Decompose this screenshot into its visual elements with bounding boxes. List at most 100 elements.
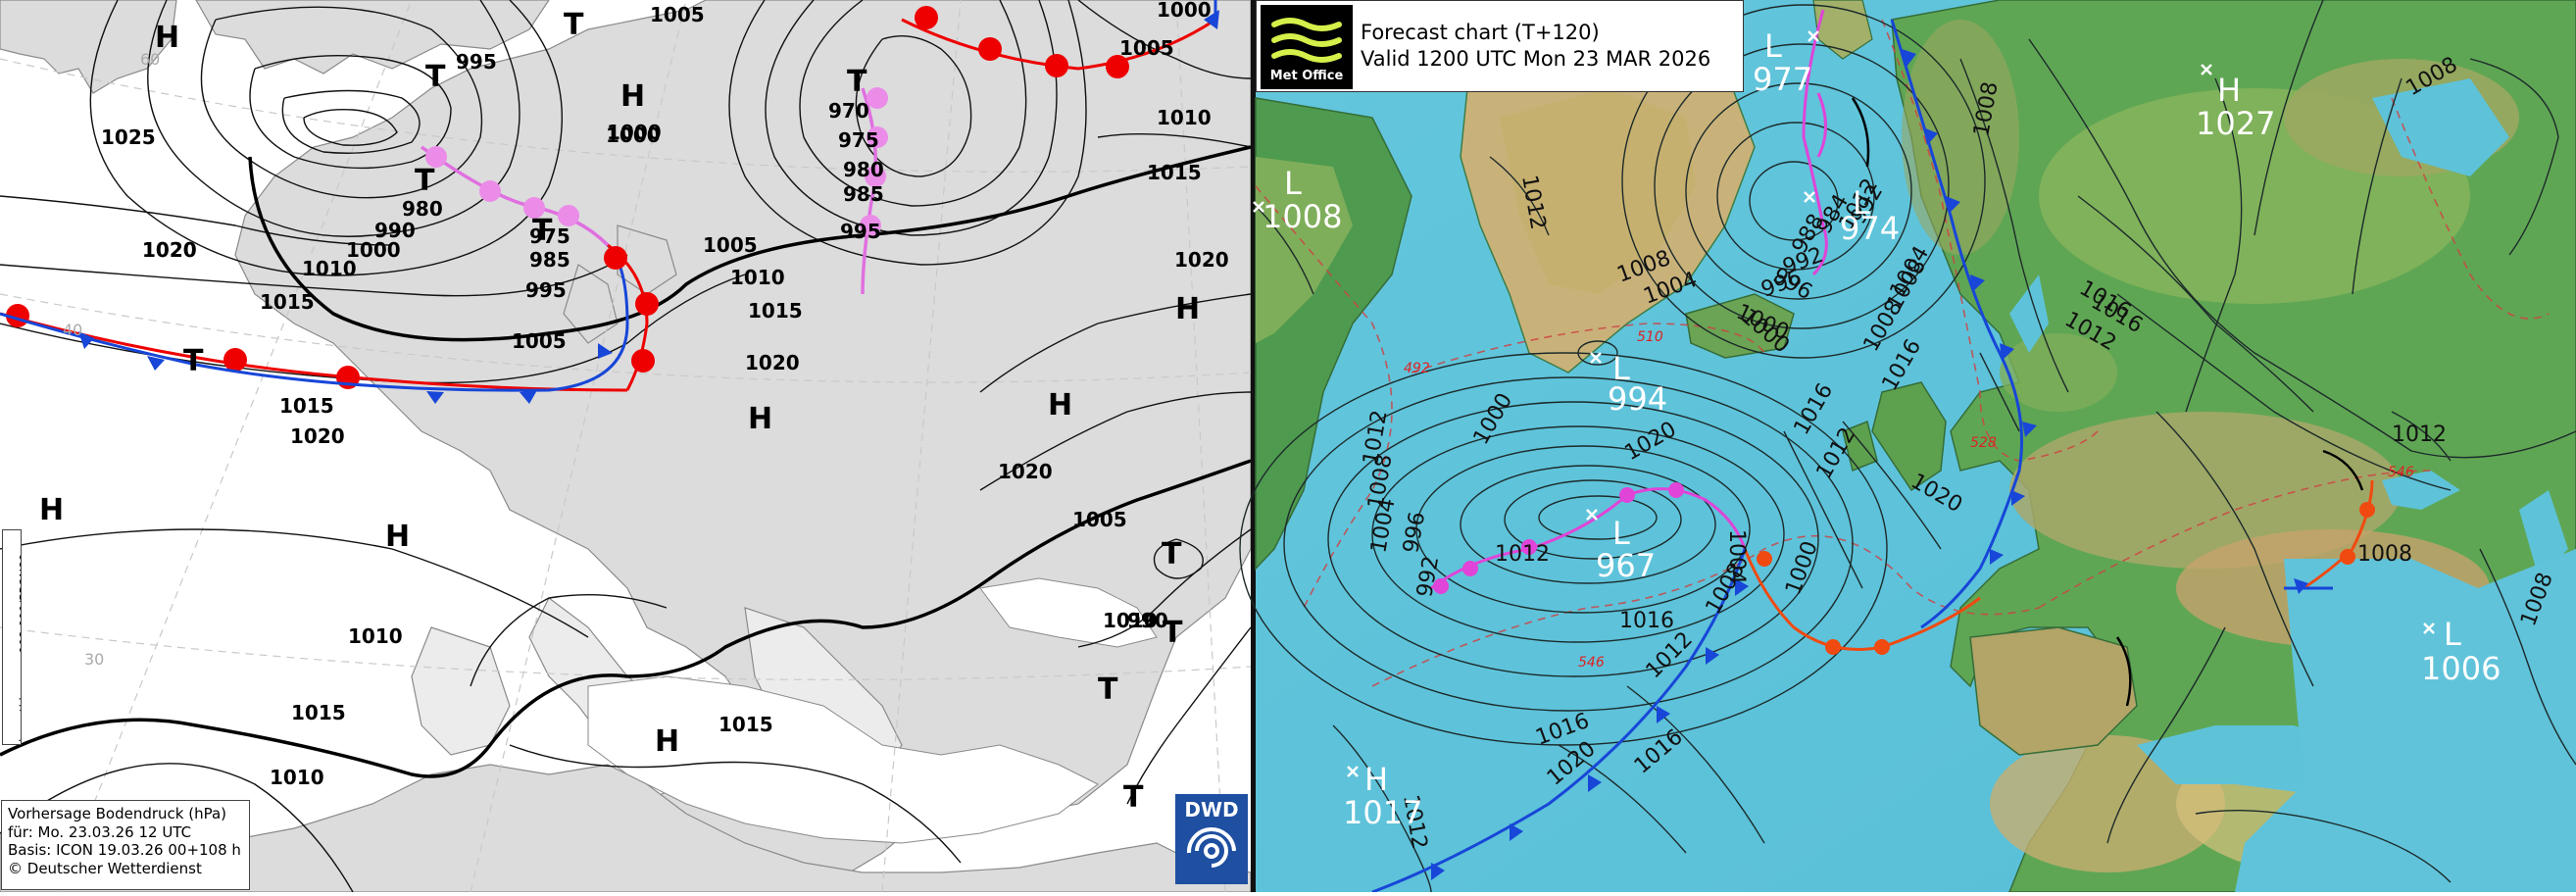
mo-isobar-label: 1012 [2392,423,2447,447]
mo-isobar-label: 1004 [1724,529,1749,584]
dwd-isobar-label: 1010 [1103,609,1158,632]
dwd-isobar-label: 1000 [346,238,401,262]
dwd-isobar-label: 1000 [1157,0,1212,22]
dwd-isobar-label: 970 [828,99,869,123]
mo-centre-type: L [2444,616,2461,653]
mo-title-box: Met Office Forecast chart (T+120) Valid … [1256,0,1744,92]
dwd-isobar-label: 1015 [748,299,803,323]
mo-logo: Met Office [1261,5,1353,89]
mo-britain [1871,381,1947,492]
mo-fronts [1371,9,2375,894]
dwd-isobar-label: 1010 [1157,106,1212,129]
dwd-symbol: T [1162,537,1182,572]
dwd-isobar-label: 1020 [142,238,197,262]
dwd-isobar-label: 1010 [302,257,357,280]
mo-centre-type: L [1853,184,1870,222]
mo-centre-type: H [1364,761,1388,798]
mo-canada-hills [1256,157,1353,343]
dwd-symbol: T [847,65,867,99]
dwd-isobar-label: 980 [402,197,443,221]
dwd-isobar-label: 1005 [1119,36,1174,60]
dwd-isobar-label: 985 [843,182,884,206]
dwd-isobar-label: 1000 [606,124,661,147]
dwd-symbol: H [748,402,772,436]
mo-sea-east [2235,549,2576,892]
dwd-isobar-label: 1025 [101,125,156,149]
mo-greenland-ice [1500,88,1696,294]
dwd-isobar-label: 1020 [1174,248,1229,272]
dwd-isobar-label: 1010 [270,766,324,789]
dwd-graticule [0,0,1252,893]
dwd-symbol: T [1123,780,1144,815]
dwd-isobar-label: 995 [840,220,881,243]
dwd-isobar-label: 1020 [290,424,345,448]
dwd-isobar-label: 1020 [745,351,800,374]
dwd-info-line: für: Mo. 23.03.26 12 UTC [8,822,192,841]
dwd-info-line: Vorhersage Bodendruck (hPa) [8,805,227,822]
dwd-isobar-label: 1015 [291,701,346,724]
mo-centre-value: 967 [1596,547,1656,584]
dwd-run-id-text: icon_tkb_na_p_108 000/PPON89 [18,553,22,742]
mo-centre-type: L [1764,27,1782,65]
dwd-symbol: H [1175,292,1200,326]
mo-centre-value: 1027 [2196,105,2275,142]
mo-logo-icon [1271,18,1342,63]
dwd-info-line: Basis: ICON 19.03.26 00+108 h [8,841,241,859]
dwd-symbol: T [425,60,446,94]
panel-divider [1251,0,1256,892]
dwd-isobar-label: 1015 [279,394,334,418]
mo-centre-value: 1008 [1263,198,1342,235]
mo-centre-type: L [1612,350,1630,387]
mo-isobar-label: 1012 [1495,542,1550,567]
dwd-isobar-label: 1015 [718,713,773,736]
metoffice-map: 1012 1008 1004 1000 996 992 988 984 1012… [1239,0,2576,894]
dwd-isobar-labels: 1005 995 1000 1005 1000 1025 1020 1015 1… [101,0,1229,789]
mo-isobar-label: 1008 [2357,542,2412,567]
mo-thickness-label: 546 [1578,655,1605,671]
dwd-isobar-label: 1000 [607,121,662,144]
mo-isobar-label: 1016 [1619,609,1674,633]
dwd-symbol: T [415,164,435,198]
dwd-isobar-label: 995 [525,278,567,302]
dwd-isobar-label: 1020 [998,460,1053,483]
dwd-isobars [0,0,1252,893]
mo-isobars [1239,0,2576,893]
dwd-fronts [0,0,1219,404]
mo-thickness-label: 546 [2388,465,2414,480]
dwd-info-line: © Deutscher Wetterdienst [8,859,202,877]
mo-centre-value: 1017 [1343,794,1422,831]
dwd-run-id: icon_tkb_na_p_108 000/PPON89 [2,529,22,745]
dwd-isobar-label: 1005 [650,3,705,26]
dwd-info-box: Vorhersage Bodendruck (hPa) für: Mo. 23.… [1,800,250,890]
mo-centre-type: L [1612,515,1630,552]
mo-blacksea [2382,471,2460,510]
mo-thickness-labels: 492 510 528 546 546 [1404,329,2414,671]
mo-caspian [2519,490,2568,578]
mo-valid-time: Valid 1200 UTC Mon 23 MAR 2026 [1361,47,1711,71]
dwd-isobar-label: 1005 [1072,508,1127,531]
dwd-logo: DWD [1175,794,1248,884]
mo-centre-markers [1253,30,2435,777]
dwd-isobar-label: 995 [456,50,497,74]
mo-iberia [1969,626,2138,756]
dwd-grid-label: 40 [63,321,82,339]
dwd-symbol: H [620,79,645,114]
dwd-isobar-label: 975 [838,128,879,152]
mo-thickness-label: 492 [1404,361,1430,376]
dwd-isobar-label: 985 [529,248,570,272]
dwd-grid-label: 30 [84,650,104,669]
mo-centre-value: 974 [1840,210,1900,247]
mo-centre-type: H [2217,72,2241,109]
mo-logo-text: Met Office [1269,69,1344,83]
mo-centre-value: 1006 [2421,650,2501,687]
dwd-pressure-symbols: H T T H T T T T H H H H T T T H H T [39,8,1200,815]
dwd-symbol: H [655,724,679,759]
dwd-symbol: T [1098,672,1118,707]
dwd-isobar-label: 990 [374,219,416,242]
dwd-symbol: T [564,8,584,42]
mo-centre-value: 977 [1753,61,1812,98]
dwd-isobar-label: 975 [529,224,570,248]
dwd-isobar-label: 1005 [703,233,758,257]
